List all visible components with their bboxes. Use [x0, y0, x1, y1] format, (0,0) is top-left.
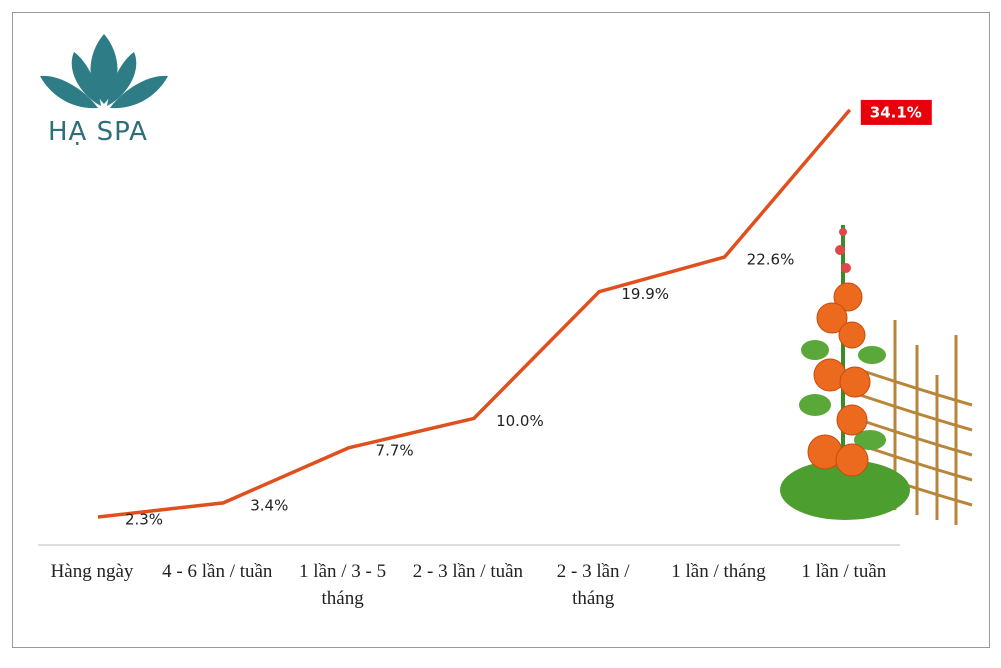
value-label: 10.0% — [496, 412, 544, 430]
logo-icon — [40, 34, 168, 109]
x-tick-label: 2 - 3 lần / tuần — [412, 561, 524, 582]
x-tick-label: 1 lần / 3 - 5 tháng — [299, 561, 387, 609]
value-label-box — [860, 99, 932, 125]
value-label: 34.1% — [870, 103, 922, 121]
value-label: 22.6% — [747, 251, 795, 269]
x-tick-label: 1 lần / tuần — [801, 561, 887, 582]
flower-decoration — [780, 225, 973, 525]
line — [97, 108, 852, 519]
value-label: 3.4% — [250, 496, 288, 514]
x-tick-label: 4 - 6 lần / tuần — [162, 561, 273, 582]
x-tick-label: Hàng ngày — [50, 561, 134, 582]
logo-text: HẠ SPA — [48, 117, 148, 147]
x-tick-label: 1 lần / tháng — [671, 561, 766, 582]
value-label: 19.9% — [621, 285, 669, 303]
value-label: 7.7% — [376, 441, 414, 459]
value-label: 2.3% — [125, 510, 163, 528]
x-tick-label: 2 - 3 lần / tháng — [556, 561, 630, 609]
